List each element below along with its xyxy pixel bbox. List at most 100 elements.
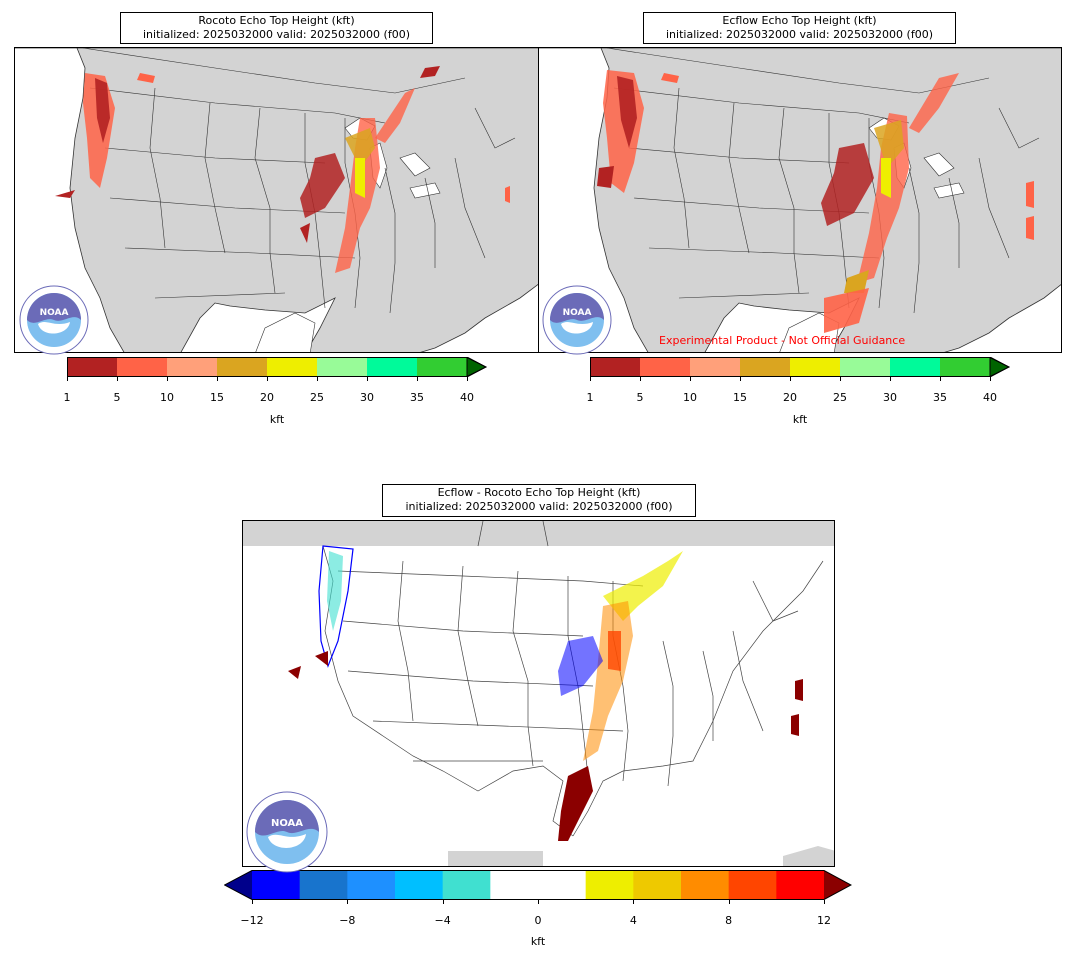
diff-colorbar-tick-mark bbox=[347, 900, 349, 904]
ecflow-colorbar-outline bbox=[590, 357, 1011, 377]
rocoto-colorbar-tick-label: 25 bbox=[310, 391, 324, 404]
ecflow-colorbar-tick-mark bbox=[940, 377, 941, 381]
ecflow-colorbar-tick-mark bbox=[640, 377, 641, 381]
ecflow-colorbar-segment bbox=[690, 357, 740, 377]
noaa-logo-diff-svg: NOAA bbox=[246, 791, 328, 873]
ecflow-map bbox=[538, 47, 1062, 353]
rocoto-subtitle: initialized: 2025032000 valid: 202503200… bbox=[143, 28, 410, 41]
rocoto-colorbar-tick-mark bbox=[117, 377, 118, 381]
diff-colorbar-segment bbox=[538, 870, 587, 900]
diff-colorbar-tick-mark bbox=[633, 900, 635, 904]
diff-colorbar-extend-min bbox=[224, 870, 252, 900]
rocoto-colorbar-segment bbox=[267, 357, 317, 377]
ecflow-colorbar-tick-mark bbox=[790, 377, 791, 381]
ecflow-colorbar bbox=[590, 356, 1011, 378]
diff-map bbox=[242, 520, 835, 867]
rocoto-colorbar-tick-mark bbox=[267, 377, 268, 381]
ecflow-colorbar-tick-label: 1 bbox=[586, 391, 594, 404]
diff-colorbar-segment bbox=[395, 870, 444, 900]
ecflow-colorbar-tick-label: 25 bbox=[833, 391, 847, 404]
diff-colorbar-segment bbox=[252, 870, 301, 900]
rocoto-colorbar-segment bbox=[317, 357, 367, 377]
noaa-logo-right: NOAA bbox=[541, 284, 613, 356]
ecflow-echo-west bbox=[597, 70, 679, 193]
rocoto-colorbar-tick-label: 1 bbox=[63, 391, 71, 404]
diff-colorbar-segment bbox=[490, 870, 539, 900]
rocoto-title-box: Rocoto Echo Top Height (kft) initialized… bbox=[120, 12, 433, 44]
ecflow-colorbar-tick-label: 15 bbox=[733, 391, 747, 404]
diff-colorbar-tick-mark bbox=[442, 900, 444, 904]
noaa-logo-right-text: NOAA bbox=[563, 308, 592, 318]
noaa-logo-diff-text: NOAA bbox=[271, 818, 303, 829]
rocoto-colorbar-segment bbox=[67, 357, 117, 377]
rocoto-colorbar-tick-label: 15 bbox=[210, 391, 224, 404]
ecflow-colorbar-tick-label: 30 bbox=[883, 391, 897, 404]
ecflow-colorbar-tick-label: 35 bbox=[933, 391, 947, 404]
diff-echo-east bbox=[558, 551, 803, 841]
ecflow-colorbar-tick-mark bbox=[740, 377, 741, 381]
rocoto-colorbar-tick-mark bbox=[367, 377, 368, 381]
ecflow-colorbar-tick-label: 5 bbox=[636, 391, 644, 404]
diff-colorbar-tick-label: 0 bbox=[534, 914, 542, 927]
rocoto-colorbar-segment bbox=[217, 357, 267, 377]
ecflow-colorbar-segment bbox=[640, 357, 690, 377]
diff-colorbar-tick-label: −8 bbox=[339, 914, 356, 927]
ecflow-subtitle: initialized: 2025032000 valid: 202503200… bbox=[666, 28, 933, 41]
ecflow-colorbar-segment bbox=[890, 357, 940, 377]
diff-title-box: Ecflow - Rocoto Echo Top Height (kft) in… bbox=[382, 484, 696, 517]
diff-colorbar-segment bbox=[728, 870, 777, 900]
diff-colorbar-segment bbox=[347, 870, 396, 900]
diff-colorbar-tick-label: 4 bbox=[629, 914, 637, 927]
ecflow-colorbar-tick-label: 10 bbox=[683, 391, 697, 404]
diff-colorbar-outline bbox=[223, 870, 853, 900]
rocoto-colorbar-tick-mark bbox=[67, 377, 68, 381]
rocoto-colorbar-tick-label: 10 bbox=[160, 391, 174, 404]
diff-colorbar-segment bbox=[299, 870, 348, 900]
ecflow-map-canvas bbox=[539, 48, 1061, 352]
rocoto-colorbar-outline bbox=[67, 357, 488, 377]
ecflow-colorbar-tick-mark bbox=[590, 377, 591, 381]
ecflow-colorbar-tick-mark bbox=[840, 377, 841, 381]
ecflow-colorbar-tick-mark bbox=[690, 377, 691, 381]
rocoto-colorbar-segment bbox=[417, 357, 467, 377]
diff-echo-west bbox=[288, 545, 354, 679]
rocoto-echo-east bbox=[300, 66, 510, 273]
rocoto-colorbar-segment bbox=[117, 357, 167, 377]
diff-map-canvas bbox=[243, 521, 834, 866]
rocoto-colorbar-extend-max bbox=[466, 356, 488, 378]
rocoto-colorbar-tick-mark bbox=[467, 377, 468, 381]
disclaimer: Experimental Product - Not Official Guid… bbox=[659, 334, 906, 347]
diff-colorbar-segment bbox=[442, 870, 491, 900]
rocoto-colorbar-ticks: 1 5 10 15 20 25 30 35 40 bbox=[64, 377, 474, 404]
diff-colorbar-tick-label: −4 bbox=[434, 914, 451, 927]
diff-colorbar-tick-mark bbox=[538, 900, 539, 904]
diff-colorbar-tick-label: −12 bbox=[240, 914, 264, 927]
rocoto-colorbar-unit: kft bbox=[269, 413, 285, 426]
ecflow-colorbar-segment bbox=[740, 357, 790, 377]
ecflow-colorbar-unit: kft bbox=[792, 413, 808, 426]
diff-colorbar-ticks: −12 −8 −4 0 4 8 12 bbox=[240, 900, 831, 927]
rocoto-colorbar-tick-mark bbox=[217, 377, 218, 381]
diff-subtitle: initialized: 2025032000 valid: 202503200… bbox=[405, 500, 673, 513]
ecflow-title: Ecflow Echo Top Height (kft) bbox=[722, 14, 877, 27]
diff-colorbar-extend-max bbox=[824, 870, 851, 900]
ecflow-colorbar-svg bbox=[590, 356, 1011, 378]
rocoto-colorbar-segment bbox=[167, 357, 217, 377]
rocoto-colorbar-tick-mark bbox=[317, 377, 318, 381]
rocoto-echo-west bbox=[55, 73, 155, 198]
rocoto-map-canvas bbox=[15, 48, 538, 352]
ecflow-colorbar-ticks: 1 5 10 15 20 25 30 35 40 bbox=[587, 377, 997, 404]
noaa-logo-left-svg: NOAA bbox=[19, 285, 89, 355]
ecflow-colorbar-segment bbox=[590, 357, 640, 377]
rocoto-colorbar-tick-label: 30 bbox=[360, 391, 374, 404]
ecflow-echo-east bbox=[821, 73, 1034, 333]
rocoto-colorbar-tick-label: 35 bbox=[410, 391, 424, 404]
ecflow-colorbar-segment bbox=[840, 357, 890, 377]
rocoto-title: Rocoto Echo Top Height (kft) bbox=[198, 14, 355, 27]
diff-colorbar-segment bbox=[633, 870, 682, 900]
ecflow-colorbar-segment bbox=[790, 357, 840, 377]
diff-colorbar-tick-mark bbox=[824, 900, 825, 904]
rocoto-map bbox=[14, 47, 539, 353]
diff-colorbar-tick-label: 8 bbox=[725, 914, 733, 927]
ecflow-colorbar-segment bbox=[940, 357, 990, 377]
